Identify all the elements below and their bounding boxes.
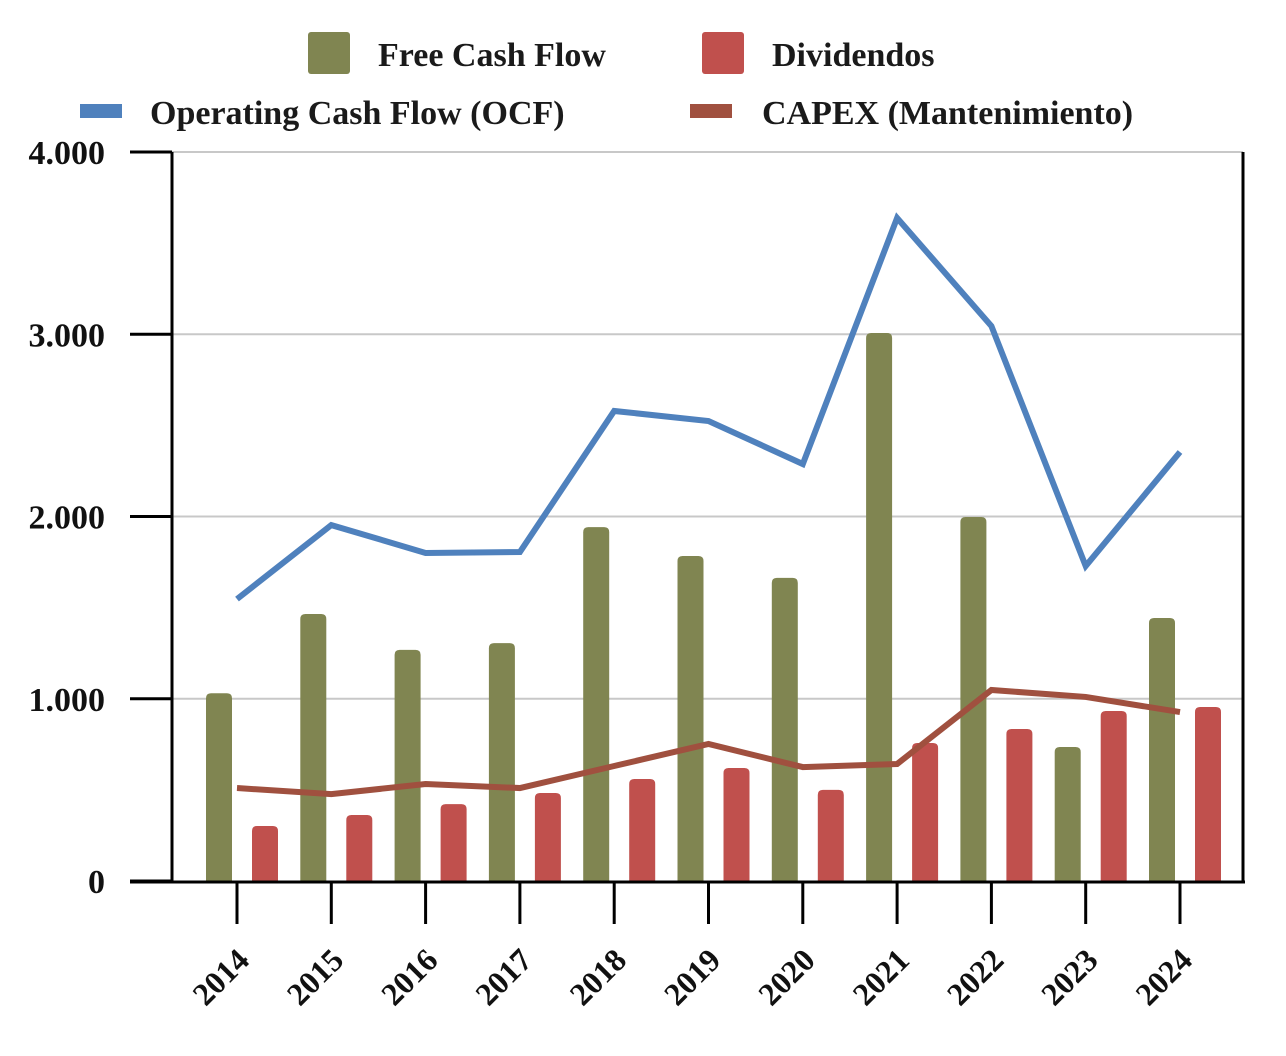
x-tick-label: 2018 (562, 941, 633, 1012)
bar-free-cash-flow-2024 (1149, 618, 1175, 881)
legend-swatch-free-cash-flow (308, 32, 350, 74)
bar-dividendos-2014 (252, 825, 278, 881)
x-ticks: 2014 2015 2016 2017 2018 2019 2020 2021 2022 2023… (185, 881, 1199, 1012)
bar-dividendos-2019 (723, 768, 750, 881)
x-tick-label: 2016 (374, 941, 445, 1012)
legend-item-free-cash-flow: Free Cash Flow (308, 32, 606, 74)
bar-free-cash-flow-2017 (488, 643, 515, 881)
bar-dividendos-2017 (534, 792, 561, 881)
x-tick-label: 2019 (657, 941, 728, 1012)
bar-free-cash-flow-2021 (866, 332, 893, 881)
bar-free-cash-flow-2022 (960, 517, 987, 881)
bar-free-cash-flow-2016 (394, 649, 421, 881)
x-tick-label: 2015 (280, 941, 351, 1012)
bar-dividendos-2024 (1195, 706, 1221, 881)
legend-label-ocf: Operating Cash Flow (OCF) (150, 95, 565, 132)
bar-free-cash-flow-2019 (677, 556, 704, 881)
bar-dividendos-2015 (346, 815, 373, 881)
x-tick-label: 2022 (940, 941, 1011, 1012)
legend-label-free-cash-flow: Free Cash Flow (378, 37, 606, 74)
y-tick-label: 4.000 (29, 135, 106, 172)
bars (206, 332, 1221, 881)
bar-dividendos-2023 (1100, 710, 1127, 881)
legend: Free Cash Flow Dividendos Operating Cash… (80, 32, 1133, 132)
line-capex-mantenimiento (236, 686, 1181, 798)
bar-free-cash-flow-2023 (1054, 747, 1081, 881)
x-tick-label: 2021 (845, 941, 916, 1012)
legend-item-capex: CAPEX (Mantenimiento) (690, 95, 1133, 132)
gridlines (172, 151, 1243, 700)
bar-dividendos-2018 (629, 778, 656, 881)
x-tick-label: 2014 (185, 941, 256, 1012)
bar-dividendos-2021 (912, 743, 939, 881)
bar-dividendos-2016 (440, 804, 467, 881)
y-ticks: 0 1.000 2.000 3.000 4.000 (29, 135, 172, 901)
legend-swatch-ocf (80, 104, 122, 118)
legend-swatch-dividendos (702, 32, 744, 74)
y-tick-label: 2.000 (29, 500, 106, 537)
x-tick-label: 2020 (751, 941, 822, 1012)
legend-label-capex: CAPEX (Mantenimiento) (762, 95, 1133, 132)
legend-item-dividendos: Dividendos (702, 32, 935, 74)
x-tick-label: 2017 (468, 941, 539, 1012)
legend-label-dividendos: Dividendos (772, 37, 935, 74)
bar-dividendos-2022 (1006, 729, 1033, 881)
legend-swatch-capex (690, 104, 732, 118)
bar-free-cash-flow-2014 (206, 693, 232, 881)
lines (235, 212, 1183, 798)
legend-item-ocf: Operating Cash Flow (OCF) (80, 95, 565, 132)
y-tick-label: 0 (88, 864, 105, 901)
bar-free-cash-flow-2018 (583, 527, 610, 881)
x-tick-label: 2023 (1034, 941, 1105, 1012)
bar-free-cash-flow-2020 (771, 577, 798, 881)
x-tick-label: 2024 (1128, 941, 1199, 1012)
y-tick-label: 3.000 (29, 317, 106, 354)
bar-dividendos-2020 (817, 789, 844, 881)
y-tick-label: 1.000 (29, 682, 106, 719)
line-operating-cash-flow-ocf (235, 212, 1183, 602)
bar-free-cash-flow-2015 (300, 614, 327, 881)
